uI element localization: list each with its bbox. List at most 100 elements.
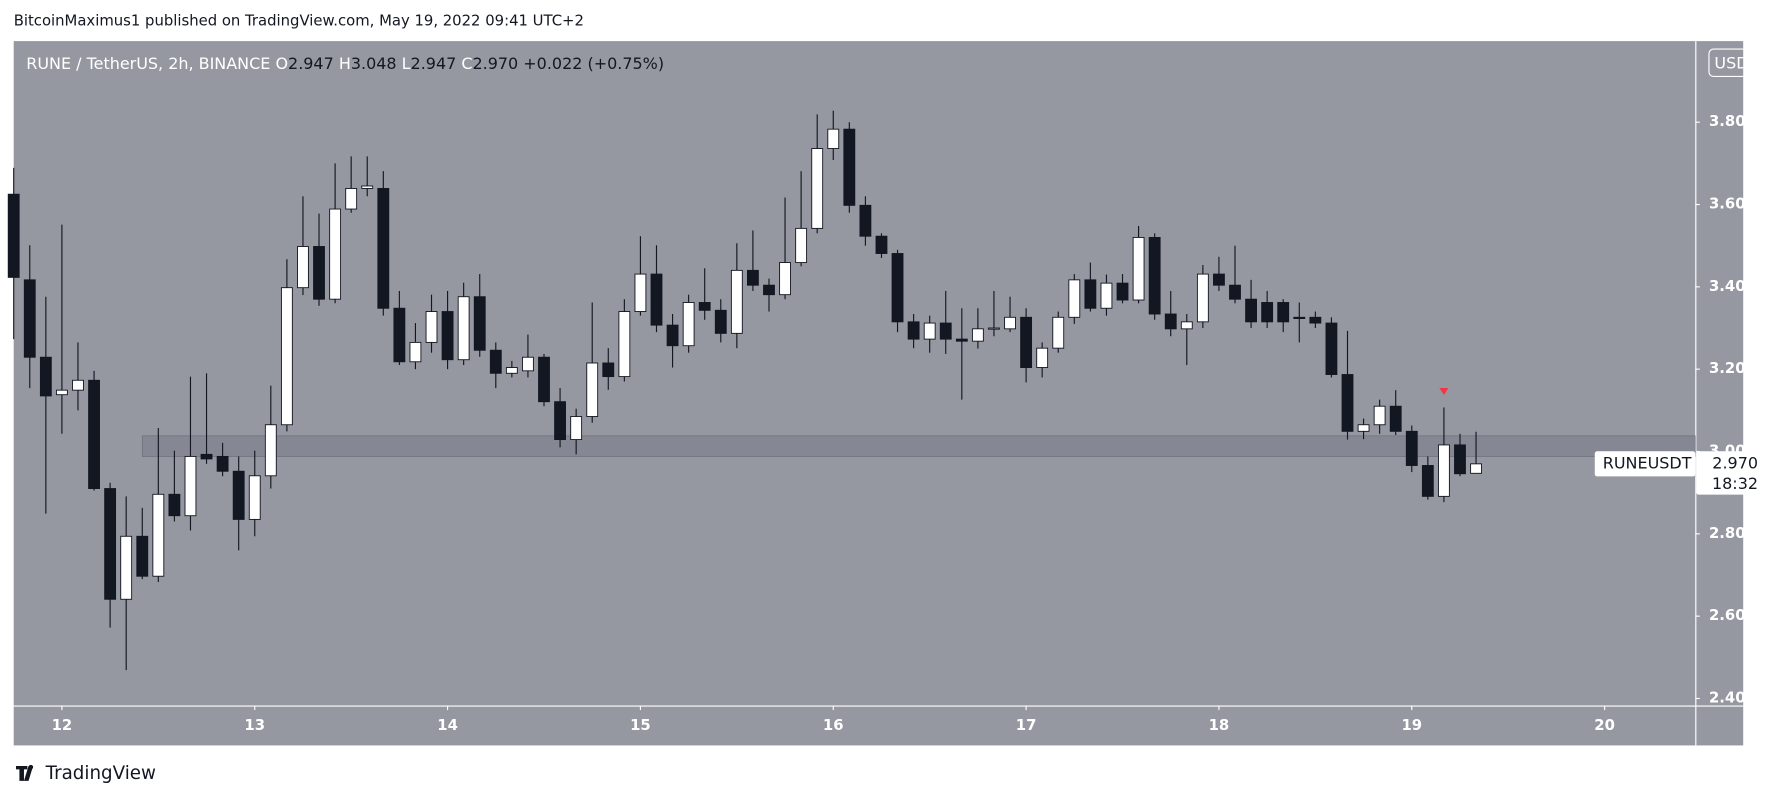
candle-body-down [554, 401, 566, 441]
symbol-label-box [1594, 451, 1696, 477]
candle-body-down [843, 128, 856, 206]
candle-body-down [1164, 313, 1177, 330]
y-tick-label: 2.400 [1709, 689, 1756, 706]
candle-body-up [827, 128, 840, 149]
candle-body-down [441, 311, 454, 361]
countdown-label: 18:32 [1712, 474, 1758, 493]
candle-body-down [88, 379, 100, 490]
candle-body-down [168, 493, 181, 517]
y-tick-label: 3.200 [1709, 360, 1756, 377]
candle-body-up [634, 273, 647, 312]
candle-body-down [1084, 279, 1097, 309]
candle-body-up [923, 322, 936, 340]
x-tick-label: 19 [1401, 717, 1422, 734]
candle-body-up [971, 328, 984, 342]
ohlc-value: 2.947 [288, 53, 334, 72]
candle-body-up [586, 362, 599, 417]
candle-body-down [666, 324, 679, 347]
candle-body-up [297, 246, 309, 289]
candle-body-up [152, 493, 165, 577]
candle-body-down [1148, 236, 1161, 315]
candle-body-up [264, 424, 277, 477]
publisher-line: BitcoinMaximus1 published on TradingView… [14, 13, 584, 30]
candle-body-down [313, 246, 325, 300]
candle-body-down [1245, 298, 1258, 323]
candle-body-down [1325, 322, 1338, 375]
candle-body-down [602, 362, 615, 378]
candle-body-up [457, 296, 470, 361]
price-label-box [1696, 451, 1765, 495]
candle-body-up [779, 262, 791, 296]
candle-body-up [72, 379, 84, 391]
candle-body-down [1020, 316, 1033, 368]
candle-body-down [955, 338, 968, 342]
candle-body-up [1196, 273, 1209, 323]
candle-body-down [1405, 430, 1418, 466]
candle-body-up [120, 535, 133, 600]
candle-body-up [795, 227, 808, 264]
candle-body-up [280, 287, 293, 426]
candle-body-down [200, 453, 213, 460]
candle-body-up [425, 311, 438, 343]
candle-body-down [1229, 284, 1241, 300]
candle-body-down [1309, 316, 1322, 324]
candle-body-down [1389, 405, 1402, 432]
candle-body-up [1357, 424, 1370, 432]
x-tick-label: 17 [1016, 717, 1037, 734]
candle-body-down [907, 321, 920, 340]
candle-body-down [104, 488, 117, 600]
candle-body-down [39, 356, 52, 397]
candle-body-down [875, 235, 888, 254]
candle-body-down [216, 455, 229, 472]
candle-body-down [939, 322, 952, 340]
x-tick-label: 12 [52, 717, 73, 734]
candle-body-down [489, 349, 502, 374]
candle-body-down [763, 284, 775, 296]
candle-body-down [746, 269, 759, 286]
x-tick-label: 16 [823, 717, 844, 734]
x-tick-label: 20 [1594, 717, 1615, 734]
candle-body-down [650, 273, 663, 326]
candle-body-down [473, 296, 486, 351]
x-tick-label: 15 [630, 717, 651, 734]
legend-symbol: RUNE / TetherUS, 2h, BINANCE [26, 53, 270, 72]
candle-body-up [811, 148, 824, 229]
candle-body-up [184, 455, 197, 517]
candle-body-down [1213, 273, 1225, 286]
candle-body-up [522, 356, 534, 372]
ohlc-value: 3.048 [351, 53, 397, 72]
candle-body-up [248, 475, 261, 520]
y-tick-label: 2.600 [1709, 607, 1756, 624]
candle-body-down [698, 302, 711, 311]
chart-panel [13, 41, 1744, 746]
logo-icon [15, 764, 34, 781]
candle-body-down [714, 309, 727, 334]
currency: USDT [1714, 53, 1758, 72]
candle-body-up [345, 188, 358, 210]
y-tick-label: 2.800 [1709, 525, 1756, 542]
candle-body-up [409, 341, 422, 363]
candle-body-up [570, 416, 583, 441]
ohlc-key: O [275, 53, 288, 72]
candle-body-up [1036, 347, 1049, 368]
candle-body-up [1180, 321, 1193, 330]
candle-body-up [682, 302, 695, 347]
tradingview-logo: TradingView [15, 763, 156, 784]
legend: RUNE / TetherUS, 2h, BINANCE O2.947 H3.0… [26, 53, 664, 72]
candle-body-up [1068, 279, 1081, 318]
candle-body-down [136, 535, 149, 577]
candle-body-up [1132, 236, 1145, 301]
ohlc-change: +0.022 (+0.75%) [523, 53, 664, 72]
ohlc-value: 2.970 [473, 53, 519, 72]
candle-body-down [538, 356, 550, 403]
candle-body-down [7, 193, 20, 278]
candle-body-down [1261, 302, 1274, 323]
candle-body-down [859, 204, 872, 237]
candle-body-up [1438, 444, 1450, 497]
x-tick-label: 14 [437, 717, 458, 734]
candle-body-down [1341, 374, 1354, 432]
candle-body-up [505, 367, 518, 374]
signal-marker [1439, 387, 1449, 395]
candle-body-down [891, 253, 904, 323]
